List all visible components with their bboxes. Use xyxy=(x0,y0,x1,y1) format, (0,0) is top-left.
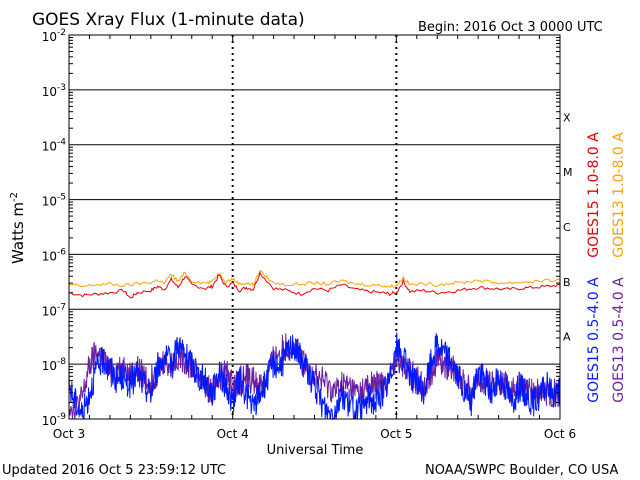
y-tick-label: 10-7 xyxy=(42,302,66,318)
x-tick-label: Oct 3 xyxy=(53,427,85,441)
legend-entry: GOES15 1.0-8.0 A xyxy=(586,132,602,258)
x-tick-label: Oct 6 xyxy=(544,427,576,441)
y-tick-base: 10 xyxy=(42,140,57,154)
y-tick-exp: -9 xyxy=(57,412,66,422)
y-tick-label: 10-9 xyxy=(42,412,67,428)
y-tick-exp: -6 xyxy=(57,247,66,257)
y-tick-exp: -4 xyxy=(57,138,66,148)
y-tick-label: 10-4 xyxy=(42,138,67,154)
y-tick-exp: -7 xyxy=(57,302,66,312)
flare-class-label: A xyxy=(563,331,571,344)
legend-entry: GOES15 0.5-4.0 A xyxy=(586,277,602,403)
y-tick-base: 10 xyxy=(42,304,57,318)
series-line xyxy=(68,269,561,288)
flare-class-label: X xyxy=(563,111,571,124)
flare-class-label: B xyxy=(563,276,571,289)
plot-grid xyxy=(69,34,560,420)
y-tick-exp: -2 xyxy=(57,28,66,38)
y-tick-label: 10-2 xyxy=(42,28,66,44)
legend: GOES15 1.0-8.0 A GOES13 1.0-8.0 A GOES15 0… xyxy=(586,132,627,403)
y-tick-base: 10 xyxy=(42,359,57,373)
y-tick-base: 10 xyxy=(42,249,57,263)
flare-class-label: C xyxy=(563,221,571,234)
chart-title: GOES Xray Flux (1-minute data) xyxy=(32,10,305,30)
y-axis-title: Watts m-2 xyxy=(9,192,27,264)
y-axis-title-exp: -2 xyxy=(9,192,20,202)
x-axis-title: Universal Time xyxy=(267,443,364,458)
x-tick-label: Oct 5 xyxy=(380,427,412,441)
y-tick-label: 10-6 xyxy=(42,247,67,263)
y-tick-label: 10-8 xyxy=(42,357,67,373)
legend-entry: GOES13 1.0-8.0 A xyxy=(611,132,627,258)
series-line xyxy=(68,271,561,299)
y-axis-title-base: Watts m xyxy=(9,202,27,264)
series-layer xyxy=(68,269,561,421)
y-tick-base: 10 xyxy=(42,414,57,428)
series-line xyxy=(68,332,561,421)
flare-class-label: M xyxy=(563,166,573,179)
y-tick-exp: -3 xyxy=(57,83,66,93)
credit-text: NOAA/SWPC Boulder, CO USA xyxy=(425,463,618,478)
y-tick-base: 10 xyxy=(42,30,57,44)
legend-entry: GOES13 0.5-4.0 A xyxy=(611,277,627,403)
begin-timestamp: Begin: 2016 Oct 3 0000 UTC xyxy=(418,20,603,35)
y-tick-label: 10-3 xyxy=(42,83,66,99)
y-tick-base: 10 xyxy=(42,195,57,209)
y-tick-base: 10 xyxy=(42,85,57,99)
y-tick-label: 10-5 xyxy=(42,193,66,209)
updated-timestamp: Updated 2016 Oct 5 23:59:12 UTC xyxy=(2,463,226,478)
x-tick-label: Oct 4 xyxy=(217,427,249,441)
y-tick-exp: -8 xyxy=(57,357,66,367)
y-tick-exp: -5 xyxy=(57,193,66,203)
plot-frame xyxy=(68,34,561,420)
